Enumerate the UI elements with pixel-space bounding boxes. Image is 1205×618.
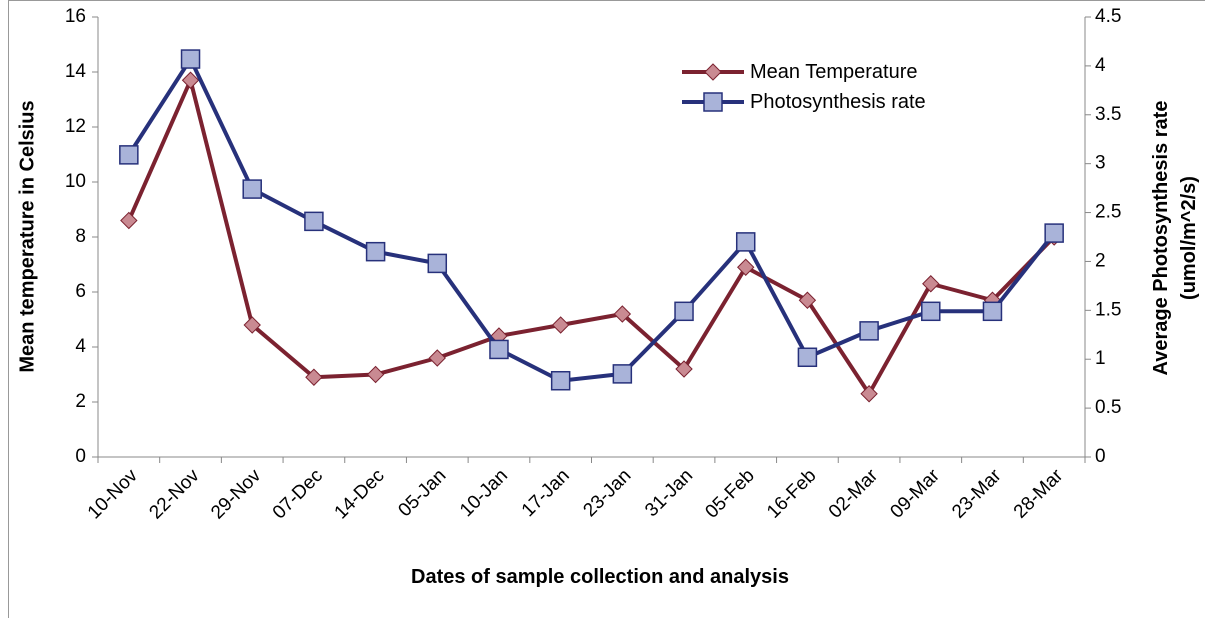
data-point: [921, 301, 941, 322]
x-tick-label: 05-Jan: [394, 465, 450, 521]
data-point: [982, 301, 1003, 322]
data-point: [242, 179, 262, 199]
x-tick-label: 02-Mar: [825, 465, 883, 523]
frame: [8, 0, 1205, 618]
legend-key: [682, 92, 744, 112]
x-tick-label: 05-Feb: [701, 465, 758, 522]
y2-tick-label: 1: [1095, 348, 1106, 369]
legend: Mean Temperature Photosynthesis rate: [680, 60, 930, 120]
data-point: [1044, 223, 1064, 243]
y2-axis-title: Average Photosynthesis rate (umol/m^2/s): [1150, 100, 1200, 376]
data-point: [365, 241, 386, 262]
y2-tick-label: 1.5: [1095, 299, 1121, 320]
data-point: [735, 232, 756, 252]
data-point: [613, 305, 632, 323]
data-point: [120, 211, 138, 230]
data-point: [798, 291, 817, 309]
data-point: [489, 339, 509, 360]
series-line: [127, 78, 1056, 396]
y-tick-label: 4: [75, 336, 86, 357]
y-tick-label: 16: [65, 6, 86, 27]
data-point: [737, 258, 755, 276]
y2-tick-label: 3: [1095, 153, 1106, 174]
x-tick-label: 14-Dec: [331, 465, 389, 523]
data-point: [180, 49, 201, 69]
y2-tick-label: 2: [1095, 250, 1106, 271]
x-axis-title: Dates of sample collection and analysis: [411, 566, 789, 588]
x-tick-label: 07-Dec: [269, 465, 327, 523]
y-tick-label: 8: [75, 226, 86, 247]
data-point: [181, 71, 200, 89]
y2-tick-label: 0.5: [1095, 397, 1121, 418]
series-line: [127, 57, 1056, 383]
data-point: [366, 365, 385, 384]
y-axis-title: Mean temperature in Celsius: [16, 100, 39, 373]
data-point: [551, 316, 570, 334]
x-tick-label: 16-Feb: [763, 465, 820, 522]
data-point: [243, 316, 261, 334]
y-tick-label: 14: [65, 61, 87, 82]
y2-tick-label: 0: [1095, 446, 1106, 467]
y-tick-label: 0: [75, 446, 86, 467]
y2-tick-label: 4.5: [1095, 6, 1121, 27]
data-point: [305, 368, 323, 386]
y2-tick-label: 4: [1095, 55, 1106, 76]
data-point: [428, 349, 446, 367]
legend-label: Mean Temperature: [750, 61, 918, 83]
data-point: [797, 347, 818, 368]
y-tick-label: 12: [65, 116, 86, 137]
y2-tick-label: 2.5: [1095, 202, 1121, 223]
x-tick-label: 22-Nov: [145, 465, 204, 524]
x-tick-label: 10-Jan: [456, 465, 512, 521]
y-tick-label: 2: [75, 391, 86, 412]
legend-key: [682, 63, 744, 81]
legend-item: Mean Temperature: [680, 60, 930, 84]
legend-item: Photosynthesis rate: [680, 90, 930, 114]
data-point: [550, 370, 571, 391]
data-point: [922, 275, 940, 293]
x-tick-label: 23-Mar: [948, 465, 1006, 523]
y-tick-label: 10: [65, 171, 86, 192]
x-tick-label: 10-Nov: [84, 465, 143, 524]
legend-marker: [703, 92, 723, 112]
x-tick-label: 17-Jan: [518, 465, 574, 521]
data-point: [427, 253, 448, 274]
y-tick-label: 6: [75, 281, 86, 302]
y2-tick-label: 3.5: [1095, 104, 1121, 125]
data-point: [675, 360, 693, 378]
data-point: [612, 364, 633, 384]
x-tick-label: 31-Jan: [641, 465, 697, 521]
data-point: [119, 145, 139, 165]
data-point: [860, 385, 878, 403]
x-tick-label: 29-Nov: [207, 465, 266, 524]
legend-label: Photosynthesis rate: [750, 91, 926, 113]
x-tick-label: 09-Mar: [886, 465, 944, 523]
x-tick-label: 28-Mar: [1010, 465, 1068, 523]
data-point: [859, 321, 879, 341]
legend-marker: [704, 63, 722, 81]
data-point: [304, 211, 324, 232]
x-tick-label: 23-Jan: [579, 465, 635, 521]
data-point: [674, 301, 694, 322]
